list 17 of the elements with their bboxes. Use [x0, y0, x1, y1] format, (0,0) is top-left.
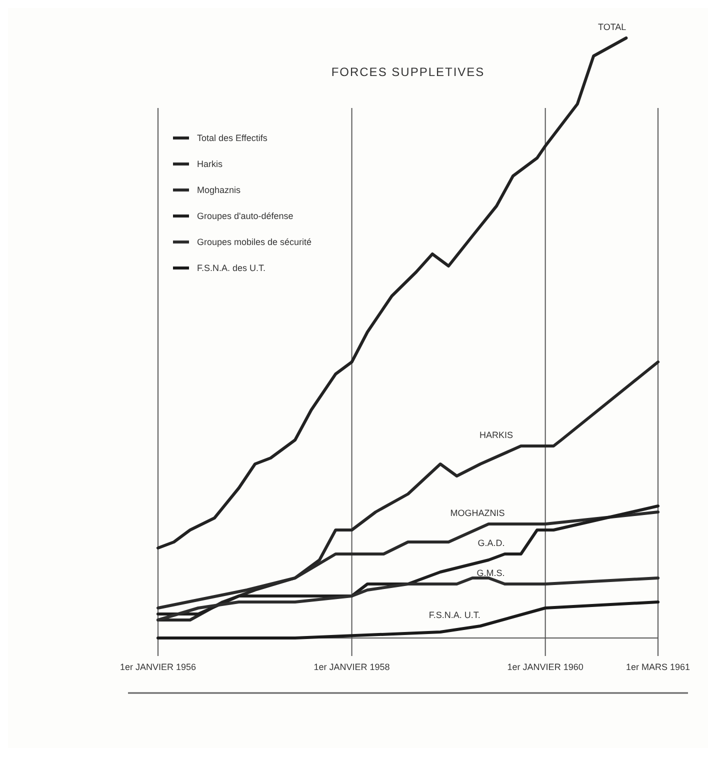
- legend-label: Harkis: [197, 159, 223, 169]
- annotation: F.S.N.A. U.T.: [428, 610, 480, 620]
- legend-label: Groupes mobiles de sécurité: [197, 237, 312, 247]
- legend-label: F.S.N.A. des U.T.: [197, 263, 266, 273]
- x-tick-label: 1er JANVIER 1960: [507, 662, 584, 672]
- legend-label: Groupes d'auto-défense: [197, 211, 294, 221]
- x-tick-label: 1er JANVIER 1956: [120, 662, 196, 672]
- annotation: G.M.S.: [476, 568, 505, 578]
- annotation: MOGHAZNIS: [450, 508, 505, 518]
- text: FORCES SUPPLETIVES: [331, 65, 485, 79]
- annotation: G.A.D.: [478, 538, 505, 548]
- legend-label: Total des Effectifs: [197, 133, 268, 143]
- annotation: HARKIS: [479, 430, 513, 440]
- x-tick-label: 1er MARS 1961: [626, 662, 690, 672]
- legend-label: Moghaznis: [197, 185, 242, 195]
- annotation: TOTAL: [598, 22, 626, 32]
- x-tick-label: 1er JANVIER 1958: [314, 662, 390, 672]
